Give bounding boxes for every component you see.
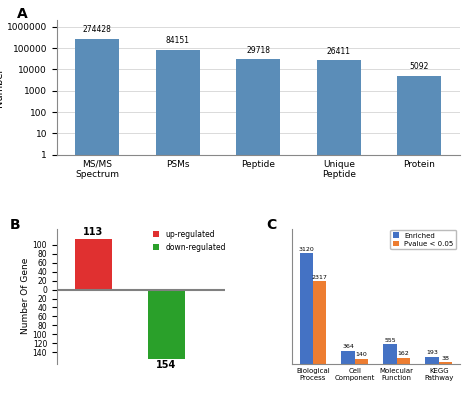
Legend: Enriched, Pvalue < 0.05: Enriched, Pvalue < 0.05 <box>391 230 456 250</box>
Bar <box>300 253 313 364</box>
Text: 113: 113 <box>83 227 103 237</box>
Bar <box>75 239 111 290</box>
Text: 38: 38 <box>441 356 449 361</box>
Text: 274428: 274428 <box>83 25 112 34</box>
Text: 3120: 3120 <box>298 246 314 252</box>
Text: 5092: 5092 <box>410 62 429 71</box>
Text: 2317: 2317 <box>312 275 328 280</box>
Text: 193: 193 <box>426 350 438 356</box>
Legend: up-regulated, down-regulated: up-regulated, down-regulated <box>153 230 226 252</box>
Y-axis label: Number Of Gene: Number Of Gene <box>21 258 30 335</box>
Text: C: C <box>267 218 277 232</box>
Bar <box>397 76 441 404</box>
Text: 140: 140 <box>356 352 367 357</box>
Text: 84151: 84151 <box>166 36 190 45</box>
Text: 154: 154 <box>156 360 176 370</box>
Bar <box>425 357 439 364</box>
Y-axis label: Number: Number <box>0 68 4 107</box>
Bar <box>236 59 281 404</box>
Text: 162: 162 <box>398 351 410 356</box>
Bar <box>75 39 119 404</box>
Bar <box>355 359 368 364</box>
Bar <box>313 282 327 364</box>
Text: 26411: 26411 <box>327 47 351 56</box>
Text: A: A <box>17 7 27 21</box>
Bar <box>155 50 200 404</box>
Text: 555: 555 <box>384 337 396 343</box>
Bar <box>148 290 184 359</box>
Bar <box>397 358 410 364</box>
Text: 29718: 29718 <box>246 46 270 55</box>
Bar <box>317 60 361 404</box>
Bar <box>341 351 355 364</box>
Text: 364: 364 <box>342 344 354 349</box>
Text: B: B <box>10 218 20 232</box>
Bar <box>383 344 397 364</box>
Bar <box>439 362 452 364</box>
